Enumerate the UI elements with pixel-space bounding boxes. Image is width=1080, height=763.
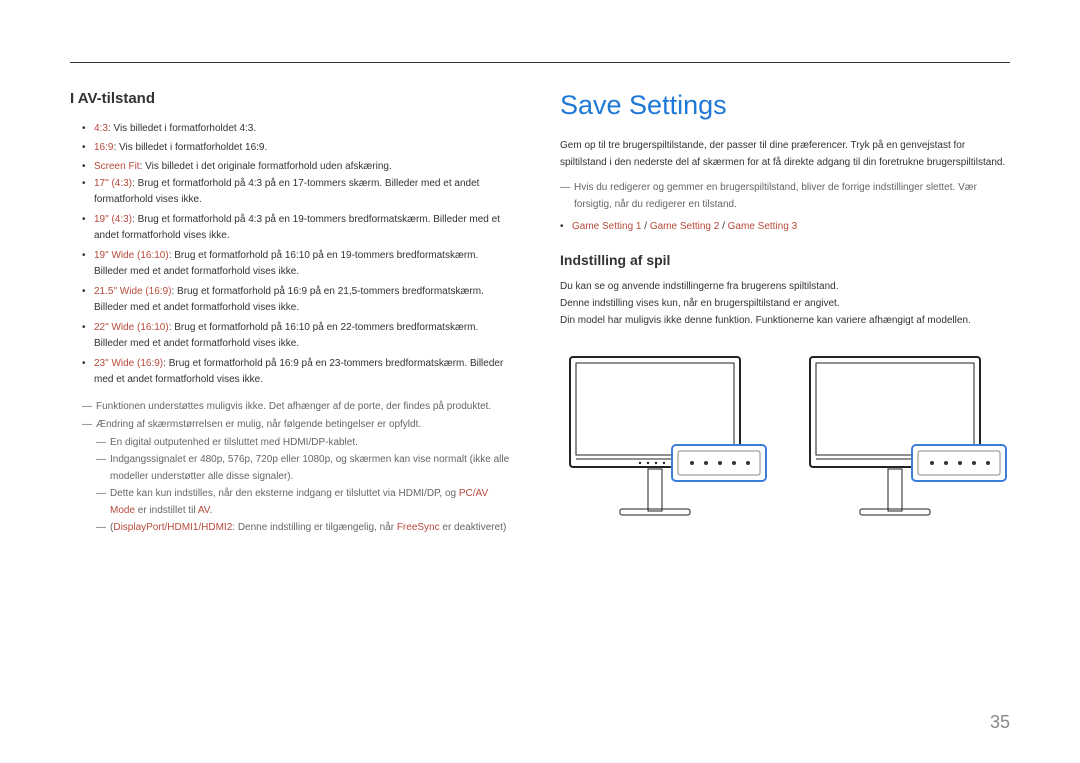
note-line: Ændring af skærmstørrelsen er mulig, når… bbox=[82, 416, 510, 434]
intro-text: Gem op til tre brugerspiltilstande, der … bbox=[560, 137, 1010, 171]
sub-note-text: er indstillet til bbox=[135, 505, 198, 516]
notes-block: Funktionen understøttes muligvis ikke. D… bbox=[70, 398, 510, 536]
monitor-diagram-1 bbox=[560, 349, 770, 519]
list-item-label: 22" Wide (16:10) bbox=[94, 322, 169, 333]
section-title: Save Settings bbox=[560, 90, 1010, 121]
left-heading: I AV-tilstand bbox=[70, 90, 510, 107]
right-column: Save Settings Gem op til tre brugerspilt… bbox=[560, 90, 1010, 536]
page-number: 35 bbox=[990, 712, 1010, 733]
list-item: 17" (4:3): Brug et formatforhold på 4:3 … bbox=[82, 176, 510, 208]
sub-note-text: er deaktiveret) bbox=[440, 522, 507, 533]
game-settings-list: Game Setting 1 / Game Setting 2 / Game S… bbox=[560, 221, 1010, 232]
list-item-label: 19" Wide (16:10) bbox=[94, 250, 169, 261]
list-item-label: 17" (4:3) bbox=[94, 178, 132, 189]
note-text: Hvis du redigerer og gemmer en brugerspi… bbox=[560, 179, 1010, 213]
list-item: 16:9: Vis billedet i formatforholdet 16:… bbox=[82, 138, 510, 157]
list-item-label: 4:3 bbox=[94, 123, 108, 134]
list-item: 21.5" Wide (16:9): Brug et formatforhold… bbox=[82, 284, 510, 316]
list-item-label: Screen Fit bbox=[94, 161, 140, 172]
list-item: 19" Wide (16:10): Brug et formatforhold … bbox=[82, 248, 510, 280]
sub-note: Dette kan kun indstilles, når den ekster… bbox=[82, 485, 510, 519]
list-item: 19" (4:3): Brug et formatforhold på 4:3 … bbox=[82, 212, 510, 244]
monitor-illustrations bbox=[560, 349, 1010, 519]
sub-note-red: AV bbox=[198, 505, 210, 516]
game-setting-2: Game Setting 2 bbox=[650, 221, 719, 232]
list-item-desc: : Vis billedet i formatforholdet 4:3. bbox=[108, 123, 256, 134]
two-column-layout: I AV-tilstand 4:3: Vis billedet i format… bbox=[70, 90, 1010, 536]
sub-note-text: . bbox=[210, 505, 213, 516]
game-setting-3: Game Setting 3 bbox=[728, 221, 797, 232]
list-item-label: 16:9 bbox=[94, 142, 113, 153]
list-item-desc: : Vis billedet i formatforholdet 16:9. bbox=[113, 142, 267, 153]
list-item-label: 21.5" Wide (16:9) bbox=[94, 286, 171, 297]
list-item-desc: : Vis billedet i det originale formatfor… bbox=[140, 161, 392, 172]
list-item: Screen Fit: Vis billedet i det originale… bbox=[82, 157, 510, 176]
list-item-label: 19" (4:3) bbox=[94, 214, 132, 225]
sub-note: (DisplayPort/HDMI1/HDMI2: Denne indstill… bbox=[82, 519, 510, 536]
list-item: 4:3: Vis billedet i formatforholdet 4:3. bbox=[82, 119, 510, 138]
list-item: 22" Wide (16:10): Brug et formatforhold … bbox=[82, 320, 510, 352]
page-top-rule bbox=[70, 62, 1010, 63]
list-item-label: 23" Wide (16:9) bbox=[94, 358, 163, 369]
sub-note-text: Dette kan kun indstilles, når den ekster… bbox=[110, 488, 459, 499]
sub-note: Indgangssignalet er 480p, 576p, 720p ell… bbox=[82, 451, 510, 485]
list-item: 23" Wide (16:9): Brug et formatforhold p… bbox=[82, 356, 510, 388]
list-item-desc: : Brug et formatforhold på 4:3 på en 17-… bbox=[94, 178, 479, 205]
sub-note-red: DisplayPort/HDMI1/HDMI2 bbox=[113, 522, 232, 533]
separator: / bbox=[641, 221, 649, 232]
game-setting-1: Game Setting 1 bbox=[572, 221, 641, 232]
list-item-desc: : Brug et formatforhold på 4:3 på en 19-… bbox=[94, 214, 500, 241]
aspect-ratio-list: 4:3: Vis billedet i formatforholdet 4:3.… bbox=[70, 119, 510, 388]
game-setup-heading: Indstilling af spil bbox=[560, 252, 1010, 268]
sub-note-red: FreeSync bbox=[397, 522, 440, 533]
sub-note: En digital outputenhed er tilsluttet med… bbox=[82, 434, 510, 451]
sub-note-text: : Denne indstilling er tilgængelig, når bbox=[232, 522, 397, 533]
separator: / bbox=[719, 221, 727, 232]
game-setup-body: Du kan se og anvende indstillingerne fra… bbox=[560, 278, 1010, 329]
monitor-diagram-2 bbox=[800, 349, 1010, 519]
left-column: I AV-tilstand 4:3: Vis billedet i format… bbox=[70, 90, 510, 536]
note-line: Funktionen understøttes muligvis ikke. D… bbox=[82, 398, 510, 416]
